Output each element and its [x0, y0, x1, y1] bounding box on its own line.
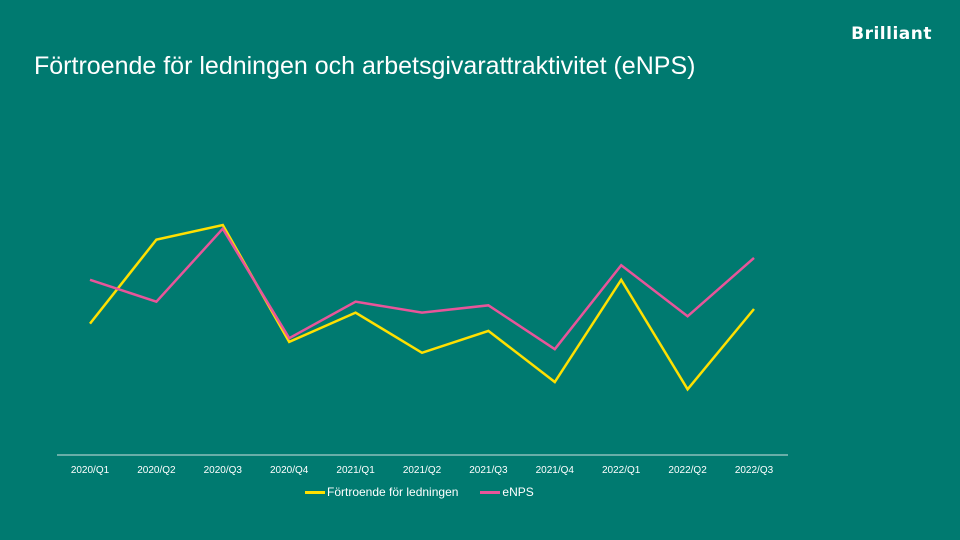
x-tick-label: 2021/Q3 — [469, 465, 508, 476]
x-tick-label: 2020/Q1 — [71, 465, 110, 476]
x-tick-label: 2021/Q2 — [403, 465, 442, 476]
series-line-enps — [89, 226, 755, 351]
legend-swatch-fortroende — [305, 490, 325, 494]
legend: Förtroende för ledningen eNPS — [305, 485, 556, 499]
legend-item-enps: eNPS — [480, 485, 534, 499]
series-lines — [89, 223, 755, 392]
legend-label-fortroende: Förtroende för ledningen — [327, 485, 459, 499]
x-tick-label: 2020/Q2 — [137, 465, 176, 476]
legend-swatch-enps — [480, 490, 501, 494]
series-line-fortroende — [89, 223, 755, 392]
x-tick-labels: 2020/Q1 2020/Q2 2020/Q3 2020/Q4 2021/Q1 2021/… — [71, 465, 774, 476]
legend-label-enps: eNPS — [502, 485, 534, 499]
chart-title: Förtroende för ledningen och arbetsgivar… — [34, 52, 696, 80]
legend-item-fortroende: Förtroende för ledningen — [305, 485, 458, 499]
x-tick-label: 2021/Q1 — [336, 465, 375, 476]
x-tick-label: 2022/Q2 — [668, 465, 707, 476]
x-tick-label: 2022/Q1 — [602, 465, 641, 476]
brilliant-logo: Brilliant — [851, 24, 932, 44]
x-tick-label: 2021/Q4 — [536, 465, 575, 476]
x-tick-label: 2020/Q3 — [204, 465, 243, 476]
x-tick-label: 2020/Q4 — [270, 465, 309, 476]
x-tick-label: 2022/Q3 — [735, 465, 774, 476]
